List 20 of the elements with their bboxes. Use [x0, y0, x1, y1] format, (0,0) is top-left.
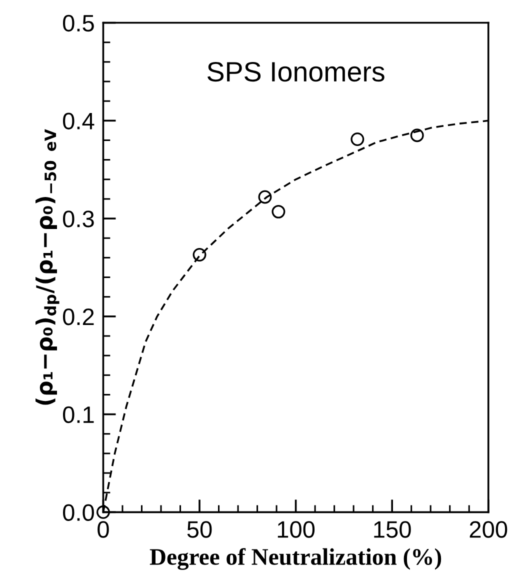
point	[258, 190, 272, 204]
x-tick-label: 50	[187, 521, 212, 538]
point	[192, 248, 206, 262]
y-tick-label: 0.0	[63, 504, 94, 521]
x-tick-label: 150	[374, 521, 411, 538]
point	[272, 204, 286, 218]
x-tick-label: 0	[98, 521, 109, 538]
annotation: SPS Ionomers	[208, 62, 384, 82]
point	[96, 505, 110, 519]
y-tick-label: 0.4	[63, 112, 94, 130]
y-tick-label: 0.3	[63, 210, 94, 228]
y-tick-label: 0.1	[63, 406, 94, 424]
y-tick-label: 0.2	[63, 308, 94, 326]
x-tick-label: 200	[470, 521, 508, 538]
point	[350, 132, 364, 146]
point	[410, 128, 424, 142]
x-tick-label: 100	[278, 521, 315, 538]
x-axis-title: Degree of Neutralization (%)	[150, 548, 442, 570]
y-axis-title: (ρ₁−ρ₀)$_{dp}$/(ρ₁−ρ₀)$_{−50 eV}$	[36, 129, 60, 405]
y-tick-label: 0.5	[63, 14, 94, 32]
